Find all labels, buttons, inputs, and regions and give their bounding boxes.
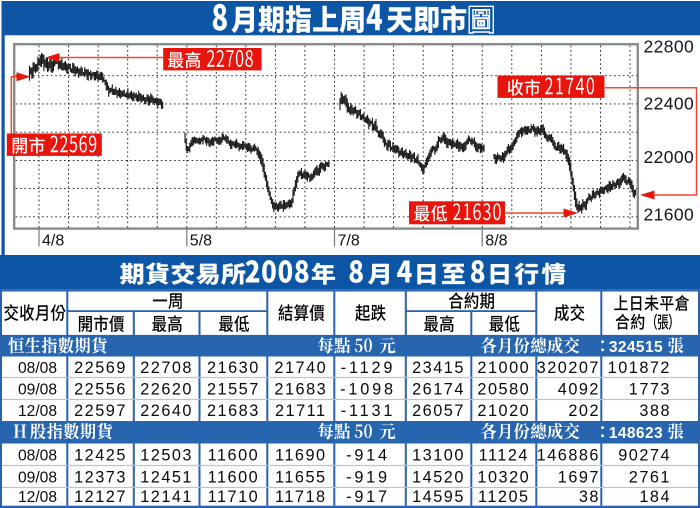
svg-text:12/08: 12/08	[18, 489, 57, 506]
svg-text:-1131: -1131	[341, 402, 395, 420]
svg-text:21630: 21630	[207, 359, 260, 377]
svg-text:23415: 23415	[412, 359, 465, 377]
svg-text:11124: 11124	[479, 447, 529, 465]
svg-text:21557: 21557	[207, 381, 260, 399]
svg-text:324515: 324515	[609, 339, 663, 356]
svg-text:7/8: 7/8	[338, 233, 360, 250]
svg-text:22597: 22597	[74, 402, 127, 420]
svg-text:8/8: 8/8	[485, 233, 507, 250]
svg-text:148623: 148623	[609, 425, 663, 442]
svg-text:1773: 1773	[629, 381, 671, 399]
svg-text:11690: 11690	[275, 447, 327, 465]
svg-text:10320: 10320	[477, 469, 530, 487]
svg-text:14595: 14595	[412, 488, 465, 506]
svg-text:09/08: 09/08	[18, 470, 57, 487]
svg-text:21683: 21683	[274, 381, 327, 399]
svg-text:22556: 22556	[74, 381, 127, 399]
svg-text:13100: 13100	[412, 447, 465, 465]
svg-text:5/8: 5/8	[190, 233, 212, 250]
svg-text:4092: 4092	[558, 381, 600, 399]
svg-text:202: 202	[568, 402, 600, 420]
svg-text:-919: -919	[346, 469, 390, 487]
svg-text:11205: 11205	[478, 488, 530, 506]
svg-text:11655: 11655	[275, 469, 327, 487]
svg-text:22569: 22569	[74, 359, 127, 377]
svg-text:22640: 22640	[140, 402, 193, 420]
svg-text:320207: 320207	[537, 359, 600, 377]
svg-text:21711: 21711	[275, 402, 327, 420]
svg-text:09/08: 09/08	[18, 382, 57, 399]
svg-text:08/08: 08/08	[18, 360, 57, 377]
svg-text:21000: 21000	[477, 359, 530, 377]
svg-text:12127: 12127	[74, 488, 127, 506]
svg-text:21600: 21600	[644, 205, 695, 225]
svg-text:12503: 12503	[140, 447, 193, 465]
svg-text:12373: 12373	[74, 469, 127, 487]
svg-text:-914: -914	[346, 447, 390, 465]
svg-text:08/08: 08/08	[18, 448, 57, 465]
svg-text:21020: 21020	[477, 402, 530, 420]
svg-text:22708: 22708	[140, 359, 193, 377]
svg-text:26057: 26057	[412, 402, 465, 420]
svg-text:11718: 11718	[275, 488, 327, 506]
svg-text:14520: 14520	[412, 469, 465, 487]
svg-text:90274: 90274	[618, 447, 671, 465]
svg-text:22400: 22400	[644, 94, 695, 114]
svg-text:38: 38	[579, 488, 600, 506]
svg-text:12141: 12141	[140, 488, 193, 506]
svg-text:-1129: -1129	[341, 359, 395, 377]
svg-text:146886: 146886	[537, 447, 600, 465]
svg-text:12425: 12425	[74, 447, 127, 465]
svg-text:12/08: 12/08	[18, 403, 57, 420]
svg-text:22620: 22620	[140, 381, 193, 399]
svg-text:11600: 11600	[208, 447, 260, 465]
svg-text:21740: 21740	[274, 359, 327, 377]
svg-text:388: 388	[639, 402, 671, 420]
svg-text:22000: 22000	[644, 147, 695, 167]
svg-text:2761: 2761	[629, 469, 671, 487]
svg-text:11600: 11600	[208, 469, 260, 487]
svg-text:4/8: 4/8	[42, 233, 64, 250]
svg-text:21683: 21683	[207, 402, 260, 420]
svg-text:22800: 22800	[644, 37, 695, 57]
svg-text:12451: 12451	[140, 469, 193, 487]
svg-text:101872: 101872	[608, 359, 671, 377]
svg-text:184: 184	[639, 488, 671, 506]
svg-text:20580: 20580	[477, 381, 530, 399]
svg-text:-917: -917	[346, 488, 390, 506]
svg-text:-1098: -1098	[340, 381, 396, 399]
svg-text:26174: 26174	[412, 381, 465, 399]
svg-text:11710: 11710	[208, 488, 260, 506]
svg-text:1697: 1697	[558, 469, 600, 487]
